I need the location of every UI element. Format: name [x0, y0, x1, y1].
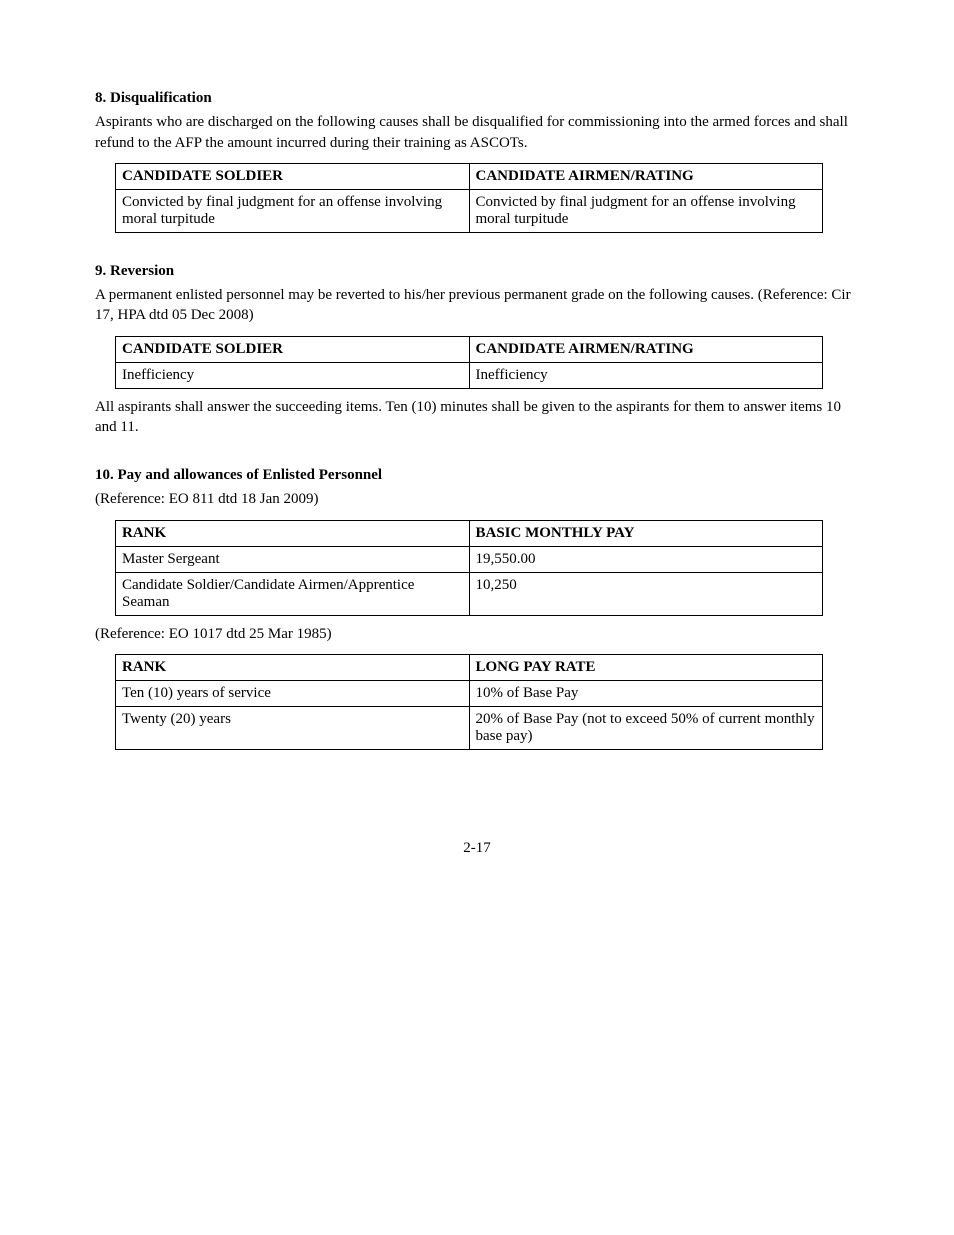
basic-pay-table: RANK BASIC MONTHLY PAY Master Sergeant 1…	[115, 520, 823, 616]
table-header-cell: RANK	[116, 654, 470, 680]
table-row: Twenty (20) years 20% of Base Pay (not t…	[116, 706, 823, 749]
section-9-paragraph-2: All aspirants shall answer the succeedin…	[95, 397, 859, 438]
table-header-row: CANDIDATE SOLDIER CANDIDATE AIRMEN/RATIN…	[116, 336, 823, 362]
table-header-row: CANDIDATE SOLDIER CANDIDATE AIRMEN/RATIN…	[116, 163, 823, 189]
table-cell: Inefficiency	[469, 362, 823, 388]
page-number: 2-17	[95, 840, 859, 857]
table-cell: 10% of Base Pay	[469, 680, 823, 706]
section-10-ref-2: (Reference: EO 1017 dtd 25 Mar 1985)	[95, 624, 859, 644]
table-header-cell: BASIC MONTHLY PAY	[469, 520, 823, 546]
section-8-paragraph: Aspirants who are discharged on the foll…	[95, 112, 859, 153]
table-cell: Twenty (20) years	[116, 706, 470, 749]
table-cell: Master Sergeant	[116, 546, 470, 572]
section-9-heading: 9. Reversion	[95, 261, 859, 281]
table-cell: Convicted by final judgment for an offen…	[469, 189, 823, 232]
table-cell: 20% of Base Pay (not to exceed 50% of cu…	[469, 706, 823, 749]
table-row: Inefficiency Inefficiency	[116, 362, 823, 388]
table-row: Candidate Soldier/Candidate Airmen/Appre…	[116, 572, 823, 615]
table-header-cell: CANDIDATE SOLDIER	[116, 163, 470, 189]
table-header-cell: LONG PAY RATE	[469, 654, 823, 680]
table-cell: Inefficiency	[116, 362, 470, 388]
table-row: Master Sergeant 19,550.00	[116, 546, 823, 572]
table-cell: 10,250	[469, 572, 823, 615]
table-cell: Candidate Soldier/Candidate Airmen/Appre…	[116, 572, 470, 615]
table-cell: 19,550.00	[469, 546, 823, 572]
table-header-row: RANK LONG PAY RATE	[116, 654, 823, 680]
section-8-heading: 8. Disqualification	[95, 88, 859, 108]
table-cell: Ten (10) years of service	[116, 680, 470, 706]
table-header-cell: CANDIDATE SOLDIER	[116, 336, 470, 362]
table-cell: Convicted by final judgment for an offen…	[116, 189, 470, 232]
long-pay-table: RANK LONG PAY RATE Ten (10) years of ser…	[115, 654, 823, 750]
disqualification-table: CANDIDATE SOLDIER CANDIDATE AIRMEN/RATIN…	[115, 163, 823, 233]
document-page: 8. Disqualification Aspirants who are di…	[0, 0, 954, 917]
table-header-cell: CANDIDATE AIRMEN/RATING	[469, 336, 823, 362]
section-9-paragraph-1: A permanent enlisted personnel may be re…	[95, 285, 859, 326]
section-10-ref-1: (Reference: EO 811 dtd 18 Jan 2009)	[95, 489, 859, 509]
table-header-row: RANK BASIC MONTHLY PAY	[116, 520, 823, 546]
table-header-cell: RANK	[116, 520, 470, 546]
table-header-cell: CANDIDATE AIRMEN/RATING	[469, 163, 823, 189]
table-row: Convicted by final judgment for an offen…	[116, 189, 823, 232]
reversion-table: CANDIDATE SOLDIER CANDIDATE AIRMEN/RATIN…	[115, 336, 823, 389]
section-10-heading: 10. Pay and allowances of Enlisted Perso…	[95, 465, 859, 485]
table-row: Ten (10) years of service 10% of Base Pa…	[116, 680, 823, 706]
